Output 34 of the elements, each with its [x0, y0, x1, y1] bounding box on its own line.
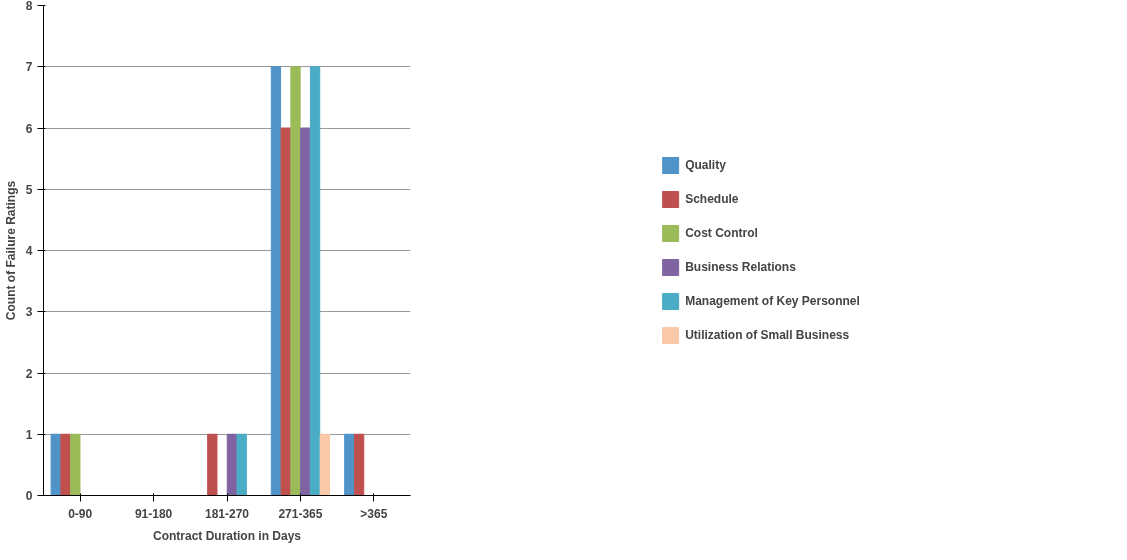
- legend-label: Business Relations: [685, 260, 796, 274]
- y-tick-label: 2: [25, 366, 33, 381]
- bar: [353, 433, 365, 496]
- y-tick-label: 4: [25, 244, 33, 258]
- bar: [280, 127, 291, 496]
- bar: [300, 127, 311, 496]
- x-tick-label: 91-180: [134, 506, 173, 521]
- y-tick-label: 5: [25, 182, 33, 197]
- bar: [60, 433, 71, 496]
- bar: [319, 433, 331, 496]
- x-tick-label: 0-90: [68, 506, 93, 521]
- x-tick-label: 271-365: [278, 506, 323, 521]
- bar: [290, 66, 301, 496]
- legend-label: Cost Control: [685, 226, 758, 240]
- legend-label: Quality: [685, 158, 726, 172]
- y-axis-title: Count of Failure Ratings: [3, 180, 18, 321]
- bar: [309, 66, 321, 496]
- y-tick-label: 0: [25, 489, 33, 503]
- bar: [70, 433, 81, 496]
- y-tick-label: 6: [25, 121, 33, 136]
- bar: [236, 433, 247, 496]
- x-tick-label: 181-270: [204, 506, 250, 521]
- x-tick-label: >365: [360, 506, 388, 521]
- y-tick-label: 8: [25, 0, 33, 13]
- x-axis-title: Contract Duration in Days: [152, 528, 302, 543]
- legend-label: Schedule: [685, 192, 739, 206]
- y-tick-label: 1: [25, 427, 33, 442]
- y-tick-label: 7: [25, 60, 33, 75]
- bar: [207, 433, 218, 496]
- legend-label: Management of Key Personnel: [685, 294, 860, 308]
- bar: [50, 433, 61, 496]
- bar: [344, 433, 355, 496]
- y-tick-label: 3: [25, 305, 33, 320]
- legend-label: Utilization of Small Business: [685, 328, 850, 342]
